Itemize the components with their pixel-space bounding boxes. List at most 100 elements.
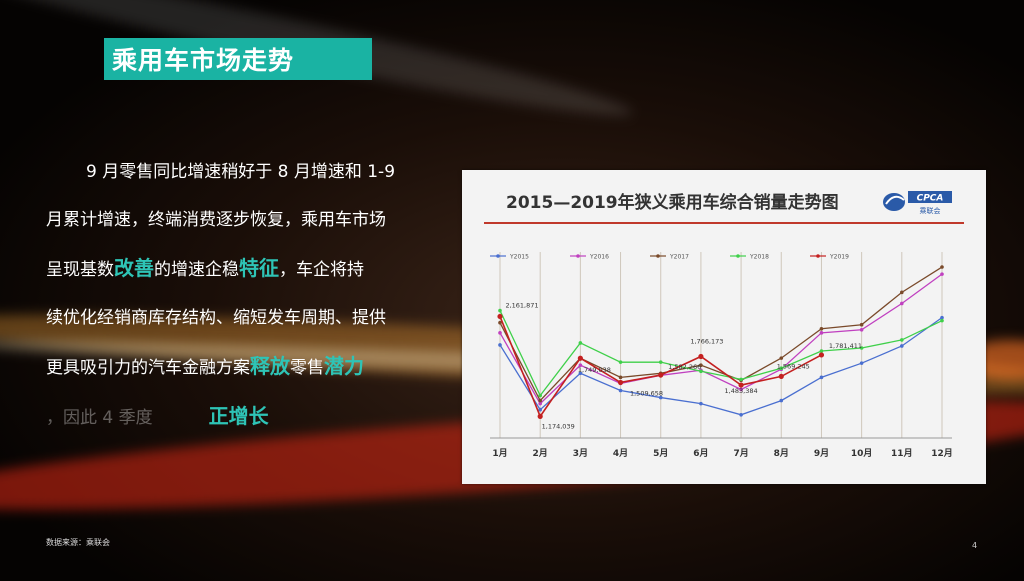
series-line xyxy=(499,273,943,405)
legend-label: Y2019 xyxy=(829,254,849,261)
logo-text: CPCA xyxy=(917,194,944,204)
data-point xyxy=(739,377,743,382)
data-point xyxy=(658,372,664,378)
legend-label: Y2015 xyxy=(509,254,529,261)
data-point xyxy=(698,353,704,360)
data-label: 1,781,411 xyxy=(829,342,862,350)
x-tick-label: 5月 xyxy=(653,448,668,459)
x-tick-label: 4月 xyxy=(613,448,628,459)
highlight-feature: 特征 xyxy=(239,256,279,280)
page-number: 4 xyxy=(972,541,978,550)
data-point xyxy=(498,320,502,325)
data-point xyxy=(819,375,824,380)
data-point xyxy=(578,341,583,345)
data-label: 1,582,266 xyxy=(668,363,701,371)
para-line-3-c: ，车企将持 xyxy=(279,260,364,280)
highlight-release: 释放 xyxy=(250,354,290,378)
x-tick-label: 7月 xyxy=(733,448,748,459)
cpca-logo: CPCA 乘联会 xyxy=(883,191,952,215)
data-point xyxy=(859,346,864,350)
data-point xyxy=(617,379,624,386)
data-source: 数据来源：乘联会 xyxy=(46,538,110,547)
slide-title: 乘用车市场走势 xyxy=(112,46,295,75)
para-line-6: ，因此 4 季度 正增长 xyxy=(46,392,446,442)
data-point xyxy=(739,387,743,392)
data-point xyxy=(497,313,503,320)
data-point xyxy=(940,272,944,276)
data-point xyxy=(498,343,502,347)
data-point xyxy=(779,356,784,360)
data-point xyxy=(779,366,784,371)
data-point xyxy=(699,369,703,374)
data-label: 2,161,871 xyxy=(505,301,538,309)
para-line-3: 呈现基数改善的增速企稳特征，车企将持 xyxy=(46,244,446,294)
data-point xyxy=(819,326,824,331)
body-paragraph: 9 月零售同比增速稍好于 8 月增速和 1-9 月累计增速，终端消费逐步恢复，乘… xyxy=(46,148,446,442)
para-line-5: 更具吸引力的汽车金融方案释放零售潜力 xyxy=(46,342,446,392)
data-point xyxy=(498,331,502,335)
data-point xyxy=(940,318,944,323)
data-point xyxy=(618,360,623,364)
legend-marker xyxy=(656,254,660,258)
chart-card: 2015—2019年狭义乘用车综合销量走势图 CPCA 乘联会 1月 2月 3月 4月… xyxy=(462,170,986,484)
legend-label: Y2016 xyxy=(589,254,609,261)
para-line-2: 月累计增速，终端消费逐步恢复，乘用车市场 xyxy=(46,210,386,230)
data-point xyxy=(859,322,864,327)
data-label: 1,766,173 xyxy=(690,337,723,345)
para-line-3-a: 呈现基数 xyxy=(46,260,114,280)
highlight-positive-growth: 正增长 xyxy=(208,404,269,428)
x-tick-label: 2月 xyxy=(533,448,548,459)
data-point xyxy=(900,338,904,342)
logo-subtext: 乘联会 xyxy=(920,206,941,215)
data-point xyxy=(538,401,542,406)
legend-marker xyxy=(816,254,820,258)
data-point xyxy=(859,327,864,332)
para-line-6-a: ，因此 4 季度 xyxy=(46,408,153,428)
chart-title: 2015—2019年狭义乘用车综合销量走势图 xyxy=(506,193,839,213)
line-chart: 1月 2月 3月 4月 5月 6月 7月 8月 9月 10月 11月 12月 Y2015 Y2016 Y20… xyxy=(490,252,953,459)
data-label: 1,174,039 xyxy=(542,422,575,430)
legend-marker xyxy=(576,254,580,258)
highlight-improve: 改善 xyxy=(114,256,154,280)
data-point xyxy=(900,344,904,348)
data-point xyxy=(538,407,542,412)
x-tick-label: 3月 xyxy=(573,448,588,459)
x-tick-label: 6月 xyxy=(693,448,708,459)
data-point xyxy=(538,398,542,403)
para-line-3-b: 的增速企稳 xyxy=(154,260,239,280)
data-point xyxy=(618,388,623,393)
data-point xyxy=(577,355,583,361)
slide-title-bar: 乘用车市场走势 xyxy=(104,38,372,80)
series-line xyxy=(499,310,943,397)
data-point xyxy=(699,363,703,367)
data-point xyxy=(940,265,944,269)
data-point xyxy=(900,290,904,295)
para-line-5-a: 更具吸引力的汽车金融方案 xyxy=(46,358,250,378)
data-point xyxy=(818,352,825,358)
data-point xyxy=(819,331,824,335)
data-point xyxy=(498,308,502,313)
para-line-5-b: 零售 xyxy=(290,358,324,378)
data-point xyxy=(578,371,583,376)
x-tick-label: 11月 xyxy=(891,448,913,459)
series-line xyxy=(499,266,943,402)
legend-marker xyxy=(496,254,500,258)
data-point xyxy=(819,349,824,353)
legend-label: Y2018 xyxy=(749,254,769,261)
data-point xyxy=(618,375,623,380)
highlight-potential: 潜力 xyxy=(324,354,364,378)
data-point xyxy=(859,361,864,365)
data-label: 1,483,384 xyxy=(725,387,758,395)
para-line-1: 9 月零售同比增速稍好于 8 月增速和 1-9 xyxy=(86,162,396,182)
data-point xyxy=(738,382,744,388)
x-tick-label: 1月 xyxy=(492,448,507,459)
para-line-4: 续优化经销商库存结构、缩短发车周期、提供 xyxy=(46,308,386,328)
data-label: 1,509,658 xyxy=(630,389,663,397)
data-point xyxy=(699,401,703,406)
x-tick-label: 12月 xyxy=(931,448,953,459)
data-label: 1,749,038 xyxy=(578,366,611,374)
data-point xyxy=(739,412,743,417)
data-point xyxy=(778,373,784,380)
series-line xyxy=(499,317,943,416)
x-tick-label: 8月 xyxy=(774,448,789,459)
